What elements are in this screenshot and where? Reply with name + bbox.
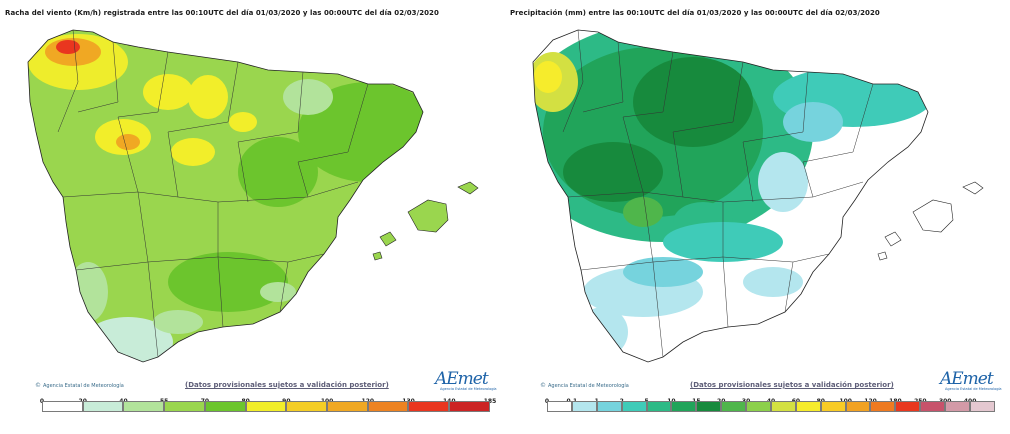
legend-swatch <box>795 401 821 412</box>
wind-legend <box>42 401 490 413</box>
aemet-logo-sub: Agencia Estatal de Meteorología <box>440 387 497 391</box>
disclaimer-link[interactable]: (Datos provisionales sujetos a validació… <box>690 381 894 389</box>
wind-map <box>27 29 479 363</box>
legend-swatch <box>449 401 490 412</box>
legend-swatch <box>327 401 368 412</box>
legend-swatch <box>547 401 572 412</box>
aemet-logo-text: AEmet <box>940 369 994 389</box>
legend-swatch <box>969 401 995 412</box>
precip-map-title: Precipitación (mm) entre las 00:10UTC de… <box>510 9 880 17</box>
copyright-icon: © <box>35 382 41 389</box>
legend-swatch <box>621 401 647 412</box>
legend-swatch <box>571 401 597 412</box>
legend-swatch <box>671 401 697 412</box>
aemet-logo-text: AEmet <box>435 369 489 389</box>
agency-credit: © Agencia Estatal de Meteorología <box>540 382 629 389</box>
legend-swatch <box>895 401 921 412</box>
precip-legend <box>547 401 995 413</box>
legend-swatch <box>123 401 165 412</box>
legend-swatch <box>646 401 672 412</box>
legend-swatch <box>245 401 287 412</box>
legend-tick-label: 185 <box>483 398 497 405</box>
legend-swatch <box>721 401 746 412</box>
agency-name: Agencia Estatal de Meteorología <box>43 383 124 389</box>
legend-swatch <box>42 401 83 412</box>
legend-swatch <box>696 401 722 412</box>
precip-map <box>532 29 984 363</box>
aemet-logo: AEmet Agencia Estatal de Meteorología <box>435 369 497 393</box>
wind-panel: Racha del viento (Km/h) registrada entre… <box>5 9 497 413</box>
legend-swatch <box>164 401 205 412</box>
precip-panel: Precipitación (mm) entre las 00:10UTC de… <box>505 0 1010 434</box>
copyright-icon: © <box>540 382 546 389</box>
legend-swatch <box>596 401 622 412</box>
legend-swatch <box>820 401 846 412</box>
legend-swatch <box>746 401 771 412</box>
legend-swatch <box>845 401 871 412</box>
legend-swatch <box>204 401 246 412</box>
legend-swatch <box>870 401 896 412</box>
legend-swatch <box>945 401 970 412</box>
disclaimer-link[interactable]: (Datos provisionales sujetos a validació… <box>185 381 389 389</box>
legend-swatch <box>408 401 450 412</box>
aemet-logo: AEmet Agencia Estatal de Meteorología <box>940 369 1002 393</box>
legend-swatch <box>920 401 945 412</box>
legend-swatch <box>770 401 796 412</box>
legend-swatch <box>286 401 328 412</box>
agency-name: Agencia Estatal de Meteorología <box>548 383 629 389</box>
legend-swatch <box>82 401 124 412</box>
wind-map-title: Racha del viento (Km/h) registrada entre… <box>5 9 439 17</box>
agency-credit: © Agencia Estatal de Meteorología <box>35 382 124 389</box>
legend-swatch <box>367 401 409 412</box>
aemet-logo-sub: Agencia Estatal de Meteorología <box>945 387 1002 391</box>
